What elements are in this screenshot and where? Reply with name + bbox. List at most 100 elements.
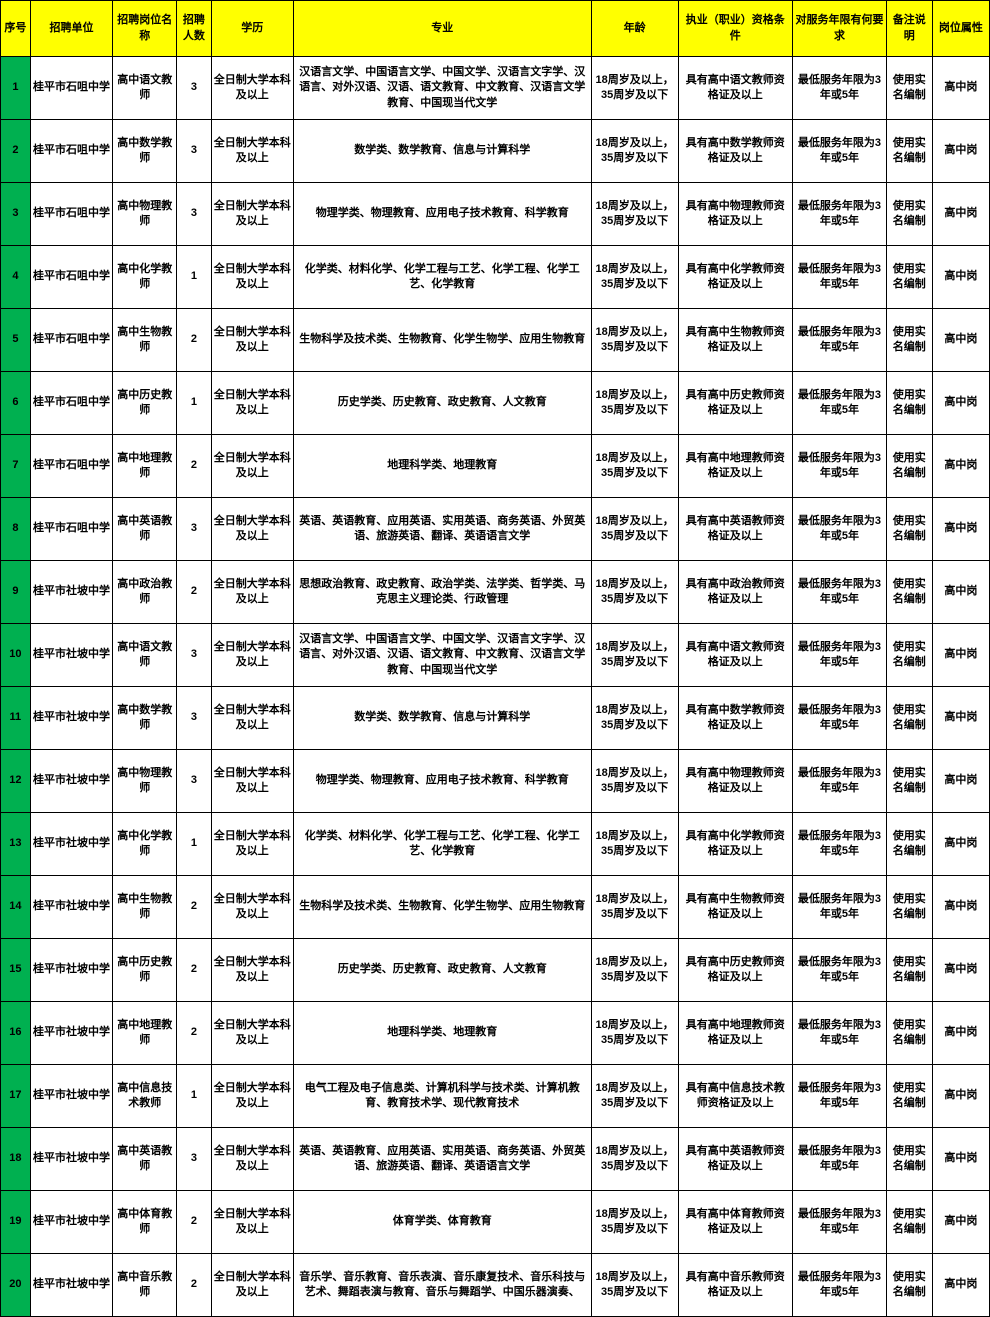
table-row: 8桂平市石咀中学高中英语教师3全日制大学本科及以上英语、英语教育、应用英语、实用… — [1, 498, 990, 561]
cell-unit: 桂平市石咀中学 — [30, 246, 112, 309]
cell-age: 18周岁及以上，35周岁及以下 — [591, 309, 678, 372]
cell-unit: 桂平市社坡中学 — [30, 1002, 112, 1065]
cell-education: 全日制大学本科及以上 — [211, 120, 293, 183]
cell-major: 英语、英语教育、应用英语、实用英语、商务英语、外贸英语、旅游英语、翻译、英语语言… — [293, 1128, 591, 1191]
cell-note: 使用实名编制 — [886, 57, 932, 120]
cell-note: 使用实名编制 — [886, 1254, 932, 1317]
table-row: 12桂平市社坡中学高中物理教师3全日制大学本科及以上物理学类、物理教育、应用电子… — [1, 750, 990, 813]
cell-qualification: 具有高中历史教师资格证及以上 — [678, 939, 792, 1002]
cell-education: 全日制大学本科及以上 — [211, 813, 293, 876]
cell-qualification: 具有高中化学教师资格证及以上 — [678, 246, 792, 309]
cell-position: 高中化学教师 — [113, 246, 177, 309]
cell-count: 2 — [177, 876, 211, 939]
header-unit: 招聘单位 — [30, 1, 112, 57]
cell-seq: 4 — [1, 246, 31, 309]
cell-count: 2 — [177, 1191, 211, 1254]
cell-position: 高中生物教师 — [113, 876, 177, 939]
cell-position: 高中英语教师 — [113, 1128, 177, 1191]
cell-service: 最低服务年限为3年或5年 — [793, 57, 887, 120]
cell-major: 思想政治教育、政史教育、政治学类、法学类、哲学类、马克思主义理论类、行政管理 — [293, 561, 591, 624]
cell-service: 最低服务年限为3年或5年 — [793, 1128, 887, 1191]
cell-unit: 桂平市石咀中学 — [30, 498, 112, 561]
header-seq: 序号 — [1, 1, 31, 57]
cell-attr: 高中岗 — [932, 372, 989, 435]
cell-service: 最低服务年限为3年或5年 — [793, 246, 887, 309]
cell-count: 2 — [177, 561, 211, 624]
cell-seq: 8 — [1, 498, 31, 561]
cell-seq: 15 — [1, 939, 31, 1002]
cell-position: 高中数学教师 — [113, 120, 177, 183]
cell-seq: 6 — [1, 372, 31, 435]
cell-attr: 高中岗 — [932, 1065, 989, 1128]
table-row: 5桂平市石咀中学高中生物教师2全日制大学本科及以上生物科学及技术类、生物教育、化… — [1, 309, 990, 372]
cell-position: 高中英语教师 — [113, 498, 177, 561]
cell-service: 最低服务年限为3年或5年 — [793, 1191, 887, 1254]
cell-unit: 桂平市社坡中学 — [30, 687, 112, 750]
header-service: 对服务年限有何要求 — [793, 1, 887, 57]
cell-count: 2 — [177, 939, 211, 1002]
table-row: 2桂平市石咀中学高中数学教师3全日制大学本科及以上数学类、数学教育、信息与计算科… — [1, 120, 990, 183]
cell-age: 18周岁及以上，35周岁及以下 — [591, 1128, 678, 1191]
cell-major: 数学类、数学教育、信息与计算科学 — [293, 687, 591, 750]
cell-qualification: 具有高中物理教师资格证及以上 — [678, 750, 792, 813]
table-body: 1桂平市石咀中学高中语文教师3全日制大学本科及以上汉语言文学、中国语言文学、中国… — [1, 57, 990, 1317]
cell-count: 3 — [177, 498, 211, 561]
cell-qualification: 具有高中数学教师资格证及以上 — [678, 687, 792, 750]
cell-education: 全日制大学本科及以上 — [211, 1002, 293, 1065]
cell-education: 全日制大学本科及以上 — [211, 309, 293, 372]
table-row: 16桂平市社坡中学高中地理教师2全日制大学本科及以上地理科学类、地理教育18周岁… — [1, 1002, 990, 1065]
cell-note: 使用实名编制 — [886, 876, 932, 939]
cell-age: 18周岁及以上，35周岁及以下 — [591, 687, 678, 750]
cell-seq: 17 — [1, 1065, 31, 1128]
cell-seq: 18 — [1, 1128, 31, 1191]
cell-unit: 桂平市石咀中学 — [30, 183, 112, 246]
cell-education: 全日制大学本科及以上 — [211, 750, 293, 813]
cell-education: 全日制大学本科及以上 — [211, 624, 293, 687]
header-count: 招聘人数 — [177, 1, 211, 57]
cell-seq: 5 — [1, 309, 31, 372]
cell-attr: 高中岗 — [932, 120, 989, 183]
header-education: 学历 — [211, 1, 293, 57]
cell-unit: 桂平市社坡中学 — [30, 1191, 112, 1254]
cell-major: 历史学类、历史教育、政史教育、人文教育 — [293, 939, 591, 1002]
cell-attr: 高中岗 — [932, 687, 989, 750]
cell-attr: 高中岗 — [932, 1002, 989, 1065]
cell-major: 音乐学、音乐教育、音乐表演、音乐康复技术、音乐科技与艺术、舞蹈表演与教育、音乐与… — [293, 1254, 591, 1317]
cell-count: 3 — [177, 1128, 211, 1191]
header-attr: 岗位属性 — [932, 1, 989, 57]
cell-education: 全日制大学本科及以上 — [211, 246, 293, 309]
cell-age: 18周岁及以上，35周岁及以下 — [591, 120, 678, 183]
cell-education: 全日制大学本科及以上 — [211, 561, 293, 624]
cell-education: 全日制大学本科及以上 — [211, 1128, 293, 1191]
cell-education: 全日制大学本科及以上 — [211, 498, 293, 561]
cell-major: 历史学类、历史教育、政史教育、人文教育 — [293, 372, 591, 435]
cell-unit: 桂平市社坡中学 — [30, 1254, 112, 1317]
cell-count: 2 — [177, 1254, 211, 1317]
cell-service: 最低服务年限为3年或5年 — [793, 813, 887, 876]
cell-unit: 桂平市社坡中学 — [30, 813, 112, 876]
cell-unit: 桂平市社坡中学 — [30, 624, 112, 687]
cell-unit: 桂平市社坡中学 — [30, 1065, 112, 1128]
cell-count: 1 — [177, 1065, 211, 1128]
cell-service: 最低服务年限为3年或5年 — [793, 561, 887, 624]
cell-seq: 20 — [1, 1254, 31, 1317]
cell-qualification: 具有高中政治教师资格证及以上 — [678, 561, 792, 624]
cell-unit: 桂平市石咀中学 — [30, 309, 112, 372]
cell-education: 全日制大学本科及以上 — [211, 57, 293, 120]
cell-age: 18周岁及以上，35周岁及以下 — [591, 372, 678, 435]
cell-position: 高中体育教师 — [113, 1191, 177, 1254]
cell-qualification: 具有高中生物教师资格证及以上 — [678, 876, 792, 939]
table-row: 6桂平市石咀中学高中历史教师1全日制大学本科及以上历史学类、历史教育、政史教育、… — [1, 372, 990, 435]
cell-service: 最低服务年限为3年或5年 — [793, 624, 887, 687]
cell-unit: 桂平市社坡中学 — [30, 1128, 112, 1191]
cell-position: 高中语文教师 — [113, 624, 177, 687]
cell-qualification: 具有高中地理教师资格证及以上 — [678, 435, 792, 498]
cell-count: 1 — [177, 246, 211, 309]
cell-note: 使用实名编制 — [886, 1128, 932, 1191]
cell-education: 全日制大学本科及以上 — [211, 876, 293, 939]
cell-service: 最低服务年限为3年或5年 — [793, 372, 887, 435]
cell-note: 使用实名编制 — [886, 687, 932, 750]
cell-service: 最低服务年限为3年或5年 — [793, 876, 887, 939]
cell-seq: 12 — [1, 750, 31, 813]
recruitment-table: 序号招聘单位招聘岗位名称招聘人数学历专业年龄执业（职业）资格条件对服务年限有何要… — [0, 0, 990, 1317]
